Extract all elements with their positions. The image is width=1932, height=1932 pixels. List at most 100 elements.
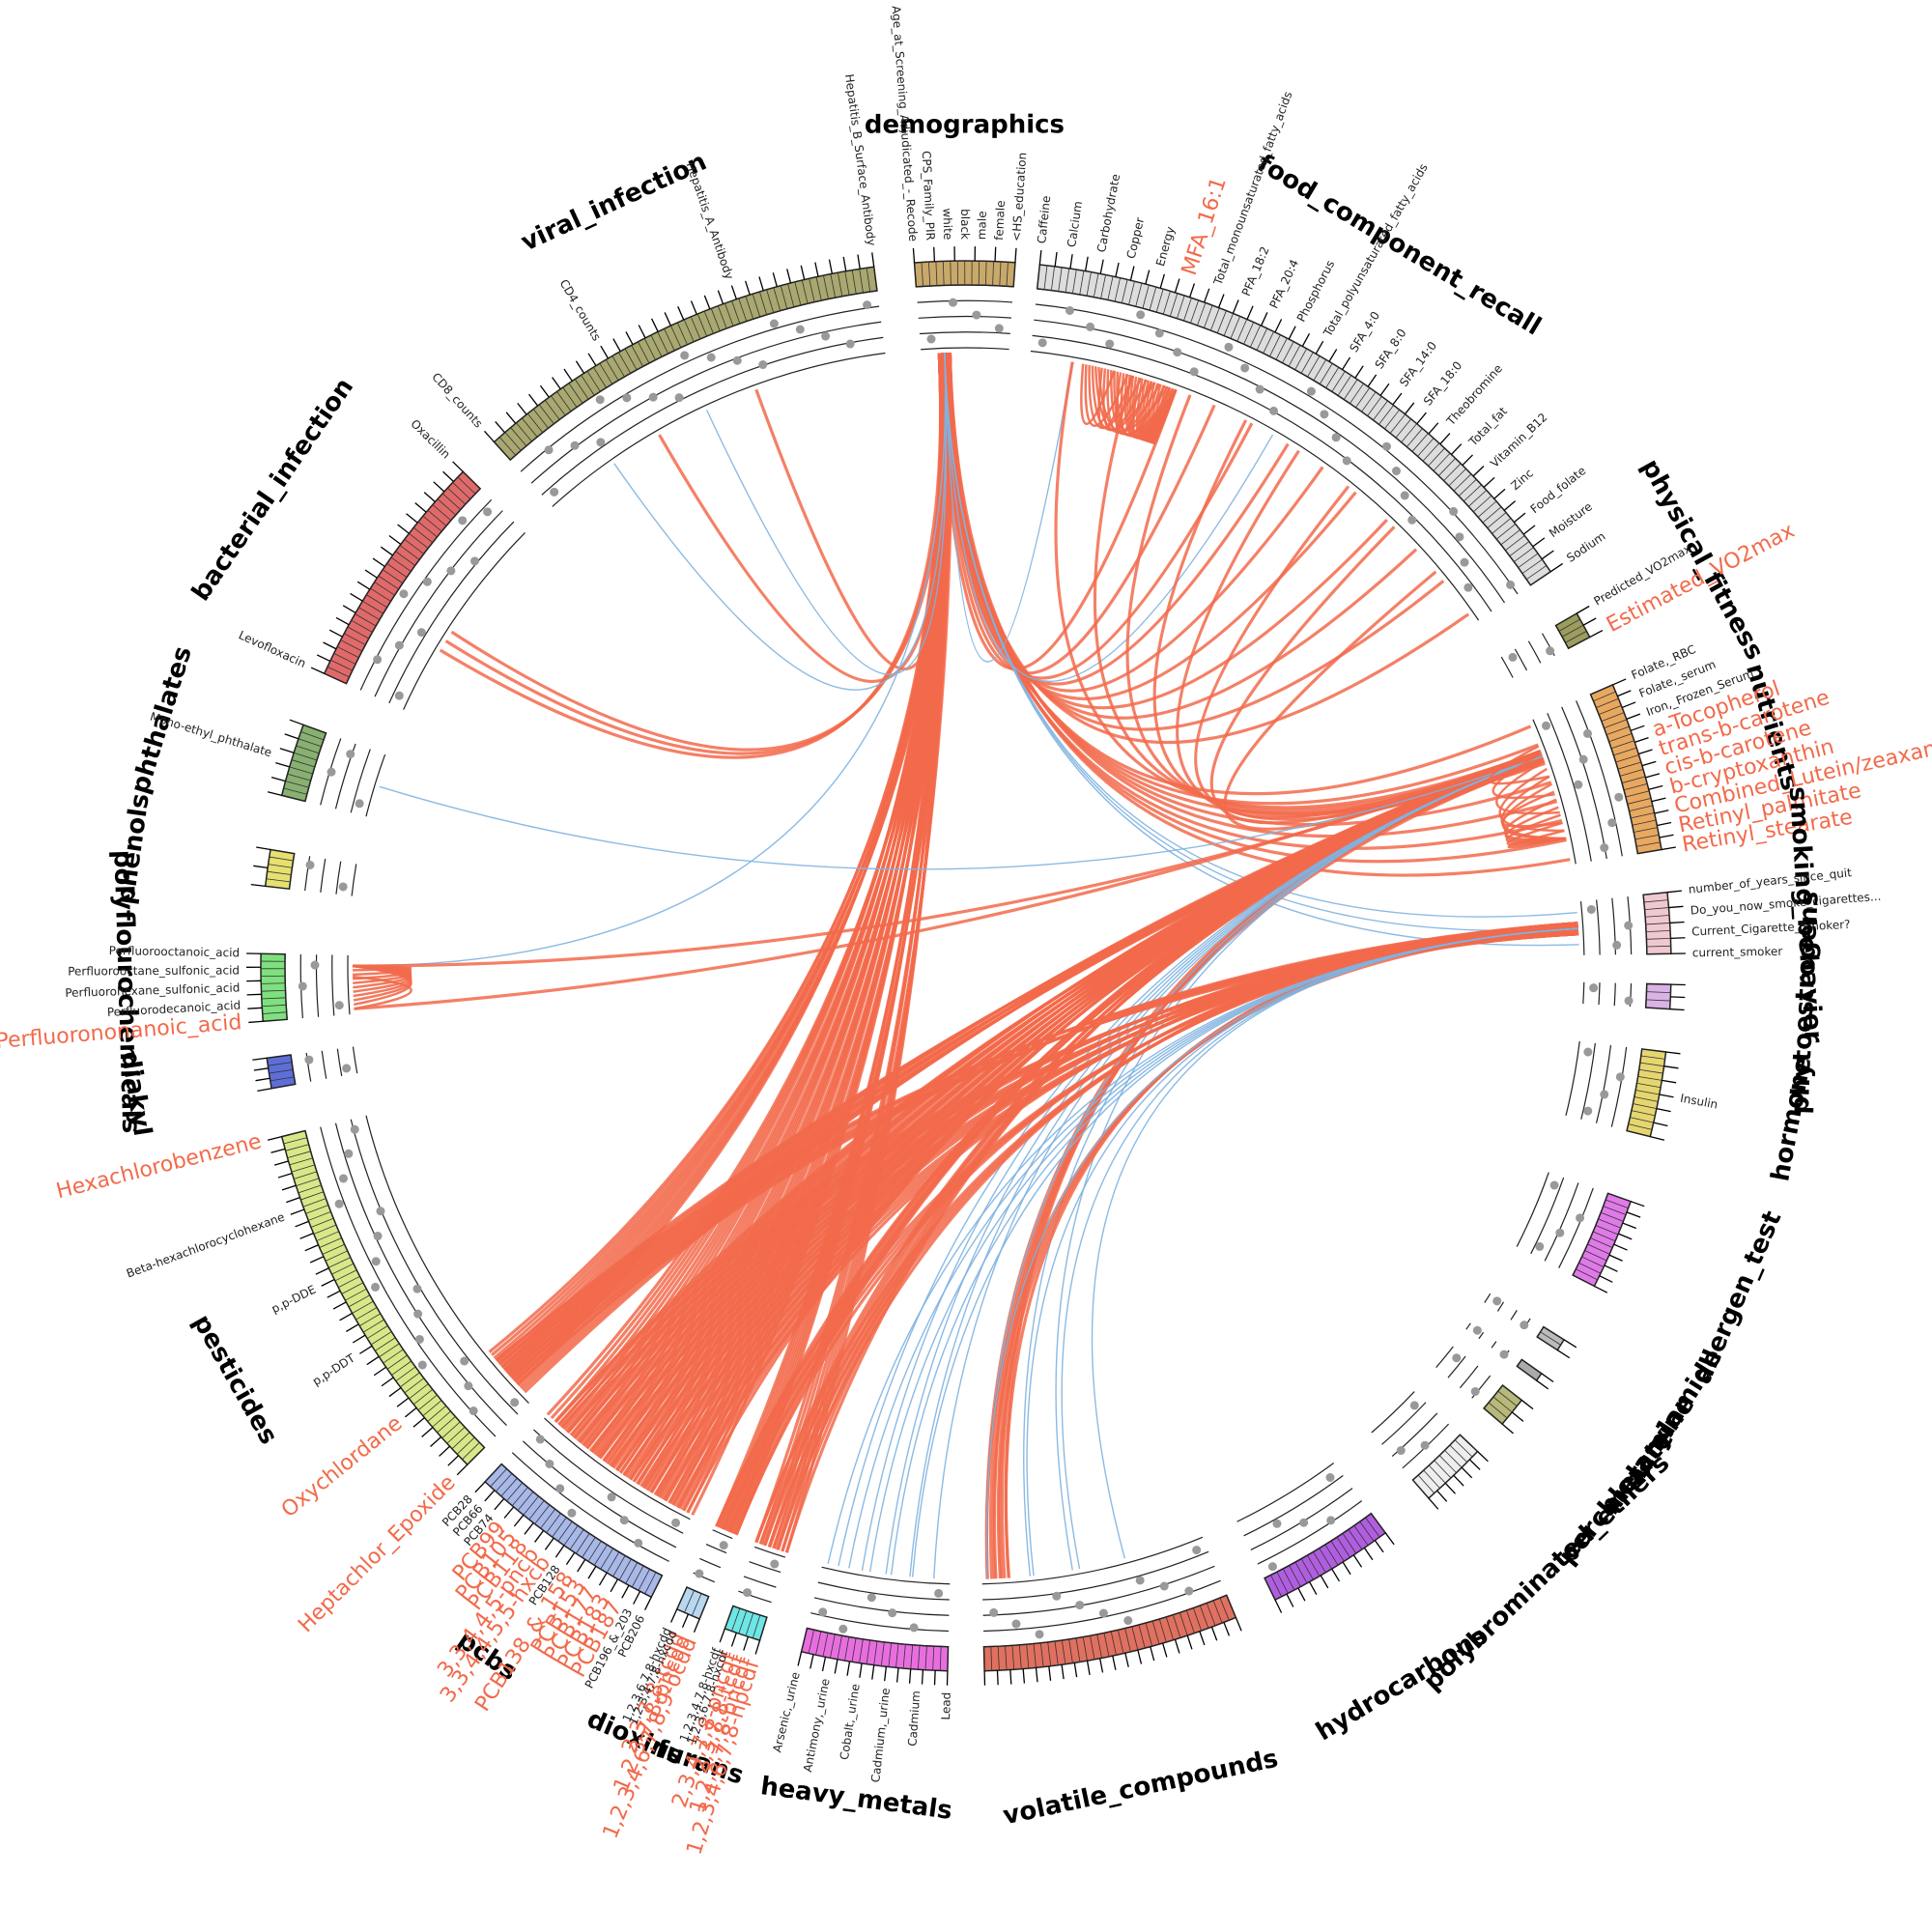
bar-hatch-heavy-metals-9 bbox=[880, 1641, 885, 1666]
bar-hatch-bacterial-infection-7 bbox=[347, 626, 370, 639]
bar-hatch-bacterial-infection-6 bbox=[344, 633, 366, 645]
tick-food-component-recall-7 bbox=[1145, 270, 1151, 285]
tick-demographics-4 bbox=[994, 246, 997, 262]
variable-label-viral-infection-2: Hepatitis_A_Antibody bbox=[684, 160, 737, 281]
tick-pcbs-12 bbox=[513, 1514, 525, 1527]
tick-volatile-compounds-13 bbox=[1073, 1662, 1078, 1678]
bar-hatch-pesticides-35 bbox=[322, 1243, 345, 1255]
tick-viral-infection-10 bbox=[600, 345, 610, 359]
track-dot-food-component-recall-8 bbox=[1224, 342, 1234, 352]
tick-allergen-test-5 bbox=[1608, 1254, 1623, 1262]
tick-food-component-recall-12 bbox=[1218, 294, 1225, 308]
tick-pcbs-5 bbox=[587, 1566, 597, 1579]
bar-hatch-viral-infection-4 bbox=[516, 422, 532, 442]
tick-smoking-behavior-3 bbox=[1670, 937, 1686, 939]
bar-hatch-polybrominated-ethers-5 bbox=[1434, 1460, 1452, 1479]
bar-hatch-bacterial-infection-15 bbox=[378, 575, 399, 590]
bar-hatch-polybrominated-ethers-6 bbox=[1429, 1464, 1446, 1484]
tick-viral-infection-16 bbox=[677, 306, 685, 321]
track-dot-pcbs-1 bbox=[634, 1538, 643, 1548]
variable-label-bacterial-infection-0: Levofloxacin bbox=[237, 628, 308, 670]
bar-hatch-heavy-metals-13 bbox=[851, 1637, 857, 1662]
bar-hatch-viral-infection-27 bbox=[657, 331, 668, 355]
track-line-pesticides-3 bbox=[320, 1126, 497, 1437]
tick-phthalates-1 bbox=[270, 777, 286, 782]
bar-hatch-viral-infection-2 bbox=[504, 432, 522, 451]
bar-hatch-pcbs-1 bbox=[644, 1572, 657, 1595]
tick-volatile-compounds-0 bbox=[1235, 1617, 1242, 1632]
track-line-polyflourochemicals-0 bbox=[347, 954, 351, 1015]
bar-hatch-pesticides-3 bbox=[451, 1432, 470, 1450]
bar-hatch-heavy-metals-17 bbox=[822, 1633, 829, 1657]
tick-pcbs-0 bbox=[644, 1597, 652, 1611]
bar-hatch-food-component-recall-61 bbox=[1428, 447, 1445, 467]
track-dot-food-component-recall-21 bbox=[1455, 532, 1464, 542]
tick-food-component-recall-13 bbox=[1232, 299, 1239, 314]
bar-hatch-bacterial-infection-21 bbox=[404, 539, 424, 554]
bar-hatch-food-component-recall-23 bbox=[1197, 302, 1207, 327]
bar-hatch-viral-infection-51 bbox=[823, 274, 829, 299]
bar-hatch-volatile-compounds-34 bbox=[990, 1646, 993, 1671]
tick-food-component-recall-2 bbox=[1069, 254, 1073, 270]
track-dot-nutrients-1 bbox=[1582, 728, 1592, 738]
bar-hatch-food-component-recall-64 bbox=[1443, 463, 1462, 481]
variable-label-food-component-recall-12: SFA_8:0 bbox=[1373, 327, 1409, 372]
tick-smoking-behavior-0 bbox=[1666, 890, 1682, 894]
tick-heavy-metals-11 bbox=[810, 1654, 814, 1669]
track-dot-viral-infection-13 bbox=[795, 325, 805, 334]
bar-hatch-nutrients-8 bbox=[1610, 740, 1634, 750]
bar-hatch-food-component-recall-25 bbox=[1209, 307, 1220, 331]
bar-hatch-hydrocarbons-13 bbox=[1294, 1561, 1308, 1584]
tick-volatile-compounds-9 bbox=[1124, 1652, 1129, 1667]
bar-hatch-pesticides-20 bbox=[375, 1337, 396, 1351]
bar-hatch-pesticides-1 bbox=[462, 1442, 480, 1461]
tick-furans-2 bbox=[730, 1633, 737, 1647]
bar-hatch-food-component-recall-13 bbox=[1128, 281, 1135, 305]
track-dot-heavy-metals-4 bbox=[838, 1624, 848, 1634]
variable-label-pesticides-3: p,p-DDE bbox=[270, 1283, 319, 1317]
bar-hatch-pesticides-16 bbox=[391, 1360, 412, 1376]
track-line-perchlorate-0 bbox=[1435, 1346, 1454, 1369]
bar-hatch-polyflourochemicals-3 bbox=[261, 997, 286, 1000]
bar-hatch-viral-infection-21 bbox=[618, 352, 632, 374]
track-dot-viral-infection-5 bbox=[622, 393, 632, 403]
track-dot-viral-infection-11 bbox=[758, 360, 768, 370]
track-line-allergen-test-1 bbox=[1530, 1177, 1565, 1255]
tick-nutrients-9 bbox=[1648, 784, 1663, 790]
bar-hatch-allergen-test-12 bbox=[1576, 1268, 1598, 1281]
bar-hatch-food-component-recall-39 bbox=[1300, 352, 1314, 374]
tick-viral-infection-29 bbox=[857, 254, 861, 270]
bar-hatch-food-component-recall-38 bbox=[1294, 348, 1308, 370]
bar-hatch-volatile-compounds-31 bbox=[1011, 1645, 1015, 1670]
tick-food-component-recall-36 bbox=[1513, 512, 1526, 524]
tick-volatile-compounds-1 bbox=[1223, 1622, 1231, 1636]
bar-hatch-pcbs-6 bbox=[612, 1555, 626, 1577]
tick-volatile-compounds-6 bbox=[1162, 1642, 1168, 1658]
bar-hatch-bacterial-infection-1 bbox=[327, 666, 350, 678]
bar-hatch-viral-infection-23 bbox=[631, 345, 643, 367]
track-dot-acrylamide-1 bbox=[1520, 1321, 1529, 1330]
tick-food-component-recall-20 bbox=[1328, 349, 1338, 362]
track-dot-polyflourochemicals-0 bbox=[334, 1001, 344, 1010]
track-dot-viral-infection-8 bbox=[680, 351, 690, 360]
bar-hatch-phenols-1 bbox=[266, 878, 291, 883]
tick-volatile-compounds-11 bbox=[1099, 1658, 1104, 1673]
bar-hatch-pesticides-25 bbox=[355, 1307, 378, 1321]
bar-hatch-furans-2 bbox=[745, 1612, 754, 1636]
bar-hatch-allergen-test-11 bbox=[1578, 1262, 1602, 1274]
tick-dioxins-0 bbox=[693, 1618, 700, 1634]
bar-hatch-phthalates-8 bbox=[298, 738, 322, 748]
link-intra-269 bbox=[1488, 745, 1550, 785]
tick-phenols-1 bbox=[253, 865, 269, 869]
track-dot-perchlorate-1 bbox=[1470, 1386, 1480, 1396]
tick-food-component-recall-15 bbox=[1261, 312, 1268, 327]
bar-hatch-food-component-recall-80 bbox=[1518, 553, 1539, 568]
tick-pesticides-20 bbox=[309, 1256, 325, 1264]
bar-hatch-viral-infection-14 bbox=[574, 379, 589, 400]
track-dot-pesticides-8 bbox=[371, 1282, 381, 1292]
track-line-perchlorate-2 bbox=[1459, 1365, 1479, 1389]
tick-viral-infection-22 bbox=[758, 276, 764, 291]
bar-hatch-hormone-9 bbox=[1631, 1110, 1656, 1117]
variable-label-food-component-recall-7: PFA_18:2 bbox=[1239, 244, 1272, 298]
track-line-diakyl-2 bbox=[321, 1050, 327, 1079]
